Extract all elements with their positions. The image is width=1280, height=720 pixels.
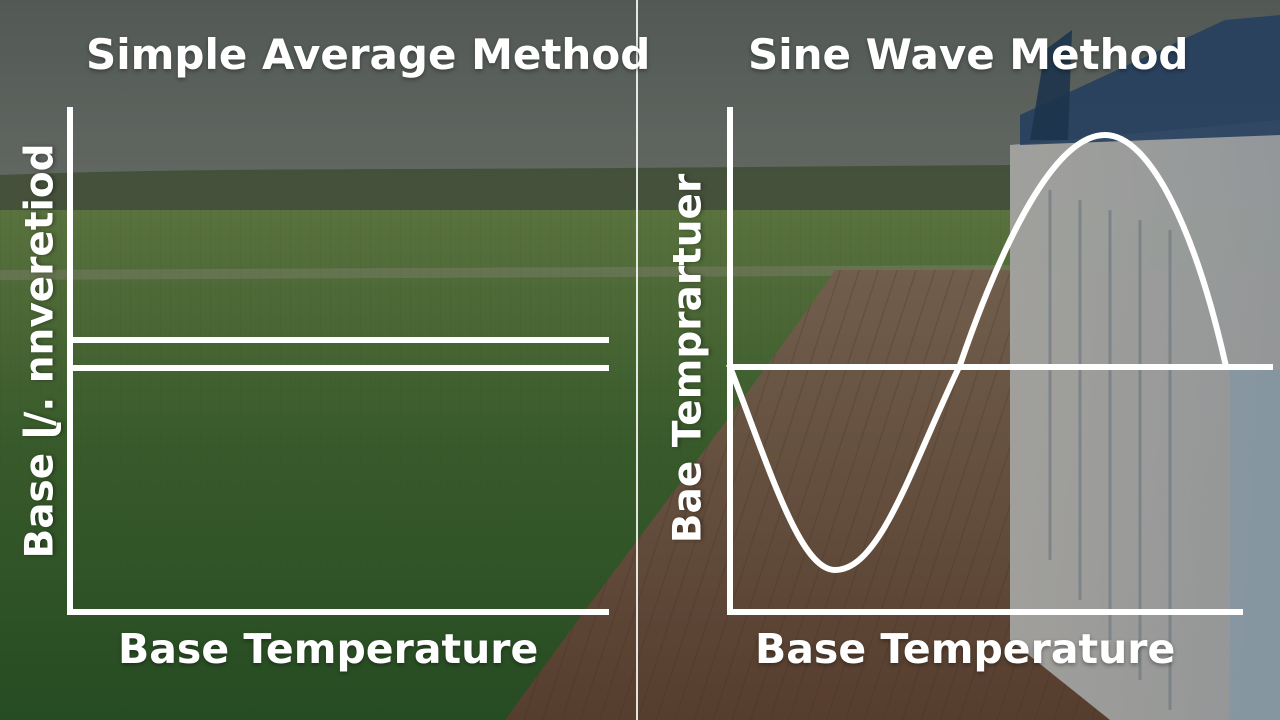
right-y-axis-label: Bae Temprartuer bbox=[665, 173, 711, 544]
left-panel-title: Simple Average Method bbox=[86, 30, 651, 79]
sine-wave-curve bbox=[726, 131, 1229, 574]
left-x-axis-label: Base Temperature bbox=[118, 625, 539, 673]
right-x-axis-label: Base Temperature bbox=[755, 625, 1176, 673]
right-panel-title: Sine Wave Method bbox=[748, 30, 1189, 79]
left-axes bbox=[67, 107, 609, 615]
right-axes bbox=[727, 107, 1243, 615]
panel-divider bbox=[636, 0, 638, 720]
left-y-axis-label: Base ɭ/. nnveretiod bbox=[17, 143, 63, 559]
